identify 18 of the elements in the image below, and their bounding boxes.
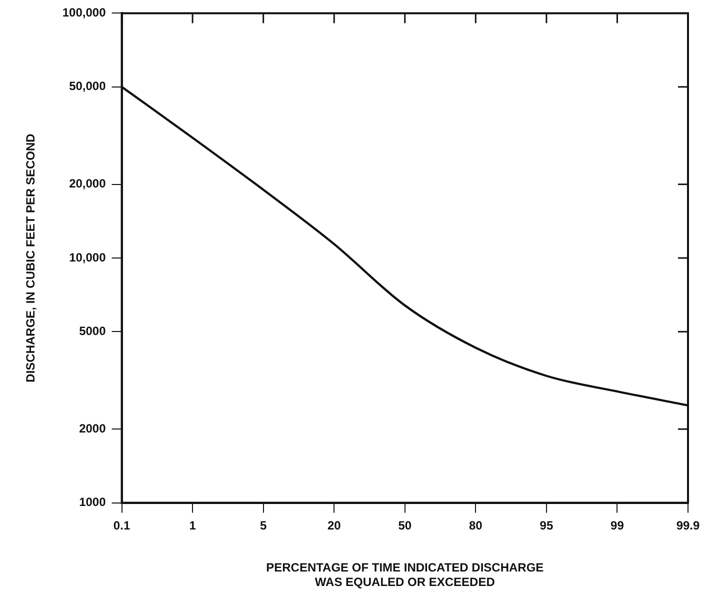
y-tick-label: 50,000	[69, 79, 106, 94]
x-tick-label: 20	[327, 518, 342, 532]
x-tick-label: 80	[468, 518, 483, 532]
x-tick-label: 1	[189, 518, 196, 532]
x-tick-label: 50	[398, 518, 412, 532]
x-tick-label: 0.1	[113, 518, 130, 532]
y-tick-label: 1000	[79, 495, 106, 510]
y-axis-title: DISCHARGE, IN CUBIC FEET PER SECOND	[24, 133, 38, 382]
x-tick-label: 5	[260, 518, 267, 532]
x-tick-label: 95	[540, 518, 554, 532]
y-tick-label: 100,000	[62, 6, 106, 20]
y-tick-label: 20,000	[69, 176, 106, 191]
x-tick-label: 99	[610, 518, 624, 532]
y-tick-label: 2000	[79, 421, 106, 436]
y-tick-label: 5000	[79, 324, 106, 338]
x-axis-title: PERCENTAGE OF TIME INDICATED DISCHARGE WAS EQUALED OR EXCEEDED	[266, 560, 544, 590]
y-tick-label: 10,000	[69, 250, 106, 264]
x-tick-label: 99.9	[676, 518, 700, 532]
